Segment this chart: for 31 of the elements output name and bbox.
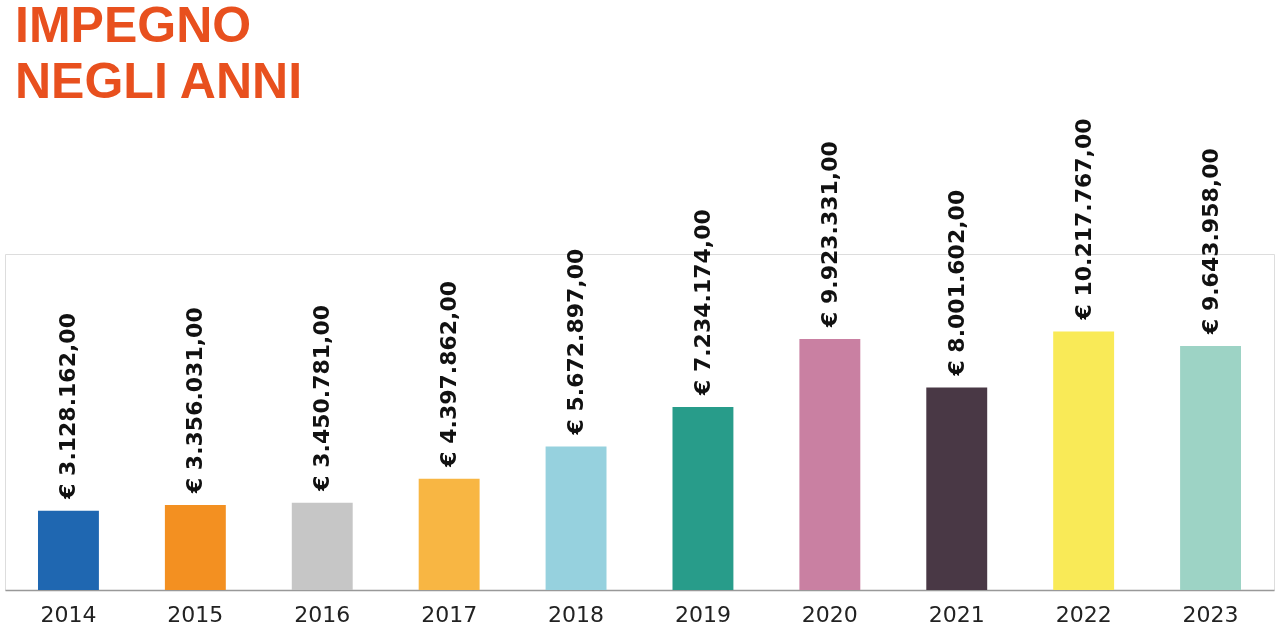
bar bbox=[799, 338, 861, 590]
bar bbox=[672, 407, 734, 590]
data-label: € 9.923.331,00 bbox=[816, 141, 842, 328]
data-label: € 9.643.958,00 bbox=[1197, 148, 1223, 336]
x-tick-label: 2017 bbox=[421, 601, 478, 627]
data-label: € 5.672.897,00 bbox=[563, 248, 589, 436]
bar bbox=[291, 502, 353, 590]
x-tick-label: 2019 bbox=[674, 601, 731, 627]
data-label: € 3.356.031,00 bbox=[182, 307, 208, 495]
x-tick-label: 2023 bbox=[1182, 601, 1239, 627]
x-tick-label: 2020 bbox=[801, 601, 858, 627]
bar bbox=[37, 510, 99, 590]
chart-title: IMPEGNO NEGLI ANNI bbox=[15, 0, 303, 110]
bar bbox=[164, 505, 226, 590]
x-tick-label: 2014 bbox=[40, 601, 97, 627]
bar bbox=[926, 387, 988, 590]
data-label: € 8.001.602,00 bbox=[943, 189, 969, 377]
data-label: € 3.450.781,00 bbox=[309, 304, 335, 492]
data-label: € 4.397.862,00 bbox=[436, 280, 462, 468]
x-tick-label: 2016 bbox=[294, 601, 351, 627]
x-tick-label: 2015 bbox=[167, 601, 224, 627]
bar bbox=[545, 446, 607, 590]
data-label: € 10.217.767,00 bbox=[1070, 118, 1096, 321]
bar bbox=[1053, 331, 1115, 590]
bar bbox=[1180, 346, 1242, 590]
bar bbox=[418, 478, 480, 590]
x-tick-label: 2021 bbox=[928, 601, 985, 627]
data-label: € 3.128.162,00 bbox=[55, 313, 81, 500]
data-label: € 7.234.174,00 bbox=[689, 209, 715, 397]
x-tick-label: 2022 bbox=[1055, 601, 1112, 627]
x-tick-label: 2018 bbox=[548, 601, 605, 627]
